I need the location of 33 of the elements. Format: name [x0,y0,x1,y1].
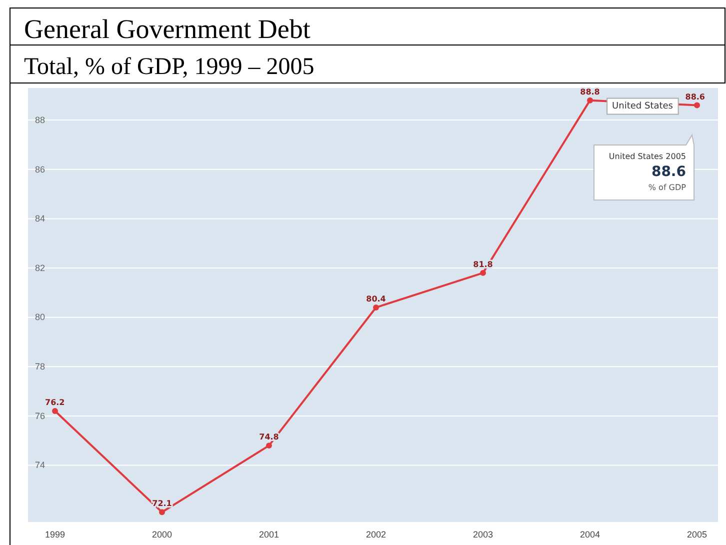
y-tick-label: 82 [34,262,45,273]
series-label: United States [612,101,674,112]
y-tick-label: 86 [34,164,45,174]
annotation: 88.6 [651,164,686,180]
x-tick-label: 1999 [44,529,66,540]
x-tick-label: 2000 [152,529,172,540]
x-tick-label: 2003 [472,529,494,540]
y-tick-label: 80 [34,312,45,322]
x-tick-label: 2002 [366,529,386,540]
y-tick-label: 78 [34,362,45,372]
point [159,509,165,516]
x-tick-label: 2005 [686,529,708,540]
annotation: United States 2005 [608,152,686,161]
data-label: 88.8 [580,87,600,96]
point [52,408,58,414]
annotation: % of GDP [648,183,686,192]
x-tick-label: 2001 [258,529,280,540]
data-label: 88.6 [685,92,706,102]
point [480,270,486,276]
y-tick-label: 88 [34,114,45,125]
point [587,97,593,104]
data-label: 76.2 [45,398,65,408]
y-tick-label: 76 [34,410,45,421]
x-tick-label: 2004 [580,529,600,540]
y-tick-label: 74 [34,460,45,470]
point [694,102,700,108]
data-label: 80.4 [366,294,386,304]
point [373,304,379,310]
chart-title: General Government Debt [24,14,311,44]
y-tick-label: 84 [34,214,45,224]
chart-subtitle: Total, % of GDP, 1999 – 2005 [24,54,314,80]
point [266,442,272,449]
tooltip-box: United States 2005 88.6 % of GDP [594,134,694,200]
